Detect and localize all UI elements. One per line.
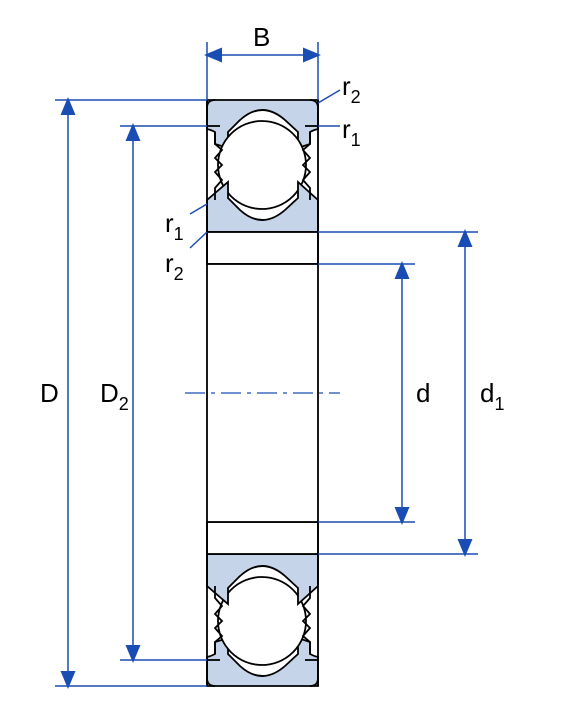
svg-text:d1: d1 [480, 378, 504, 414]
bearing-upper [207, 100, 318, 264]
label-B: B [253, 22, 270, 52]
label-D: D [40, 378, 59, 408]
label-D2: D [100, 378, 119, 408]
label-d: d [416, 378, 430, 408]
bearing-diagram: B D D2 d d1 r2 r1 r1 [0, 0, 577, 724]
svg-text:r1: r1 [342, 114, 361, 150]
svg-text:D2: D2 [100, 378, 129, 414]
label-r2-top: r2 [318, 71, 361, 107]
label-D2-sub: 2 [119, 394, 129, 414]
label-r1-top: r1 [318, 114, 361, 150]
dim-d1: d1 [318, 232, 504, 554]
dim-D: D [40, 100, 207, 686]
svg-text:r1: r1 [165, 208, 184, 244]
label-r2-left: r2 [165, 232, 207, 284]
svg-text:r2: r2 [165, 248, 184, 284]
dim-B: B [207, 22, 318, 100]
label-d1: d [480, 378, 494, 408]
label-d1-sub: 1 [494, 394, 504, 414]
svg-text:r2: r2 [342, 71, 361, 107]
bearing-lower [207, 522, 318, 686]
